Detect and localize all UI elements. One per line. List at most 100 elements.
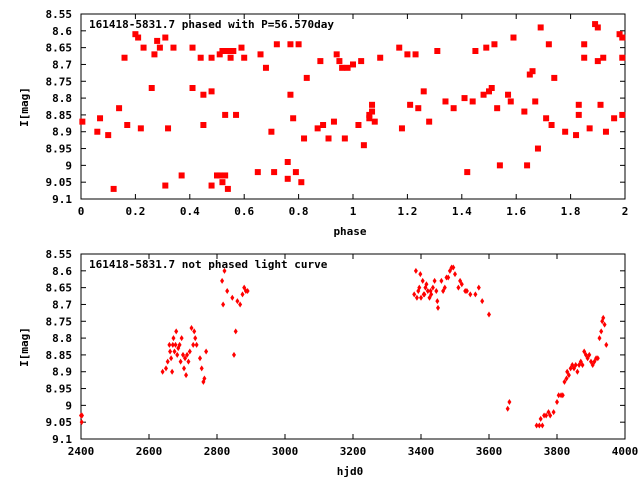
- unphased-plot-frame: [80, 253, 626, 440]
- data-point: [510, 34, 517, 41]
- data-point: [543, 115, 550, 122]
- data-point: [420, 88, 427, 95]
- data-point: [198, 355, 202, 362]
- data-point: [192, 328, 197, 335]
- data-point: [594, 58, 601, 65]
- y-tick-label: 9.05: [46, 176, 73, 189]
- data-point: [581, 54, 588, 61]
- data-point: [219, 179, 226, 186]
- data-point: [181, 351, 185, 358]
- data-point: [436, 304, 440, 311]
- data-point: [430, 284, 435, 291]
- y-tick-label: 8.55: [46, 8, 73, 21]
- data-point: [398, 125, 405, 132]
- data-point: [459, 281, 464, 288]
- data-point: [595, 355, 600, 362]
- data-point: [414, 294, 419, 301]
- data-point: [575, 101, 582, 108]
- y-tick-label: 8.8: [52, 332, 72, 345]
- data-point: [594, 24, 601, 31]
- data-point: [173, 341, 178, 348]
- data-point: [290, 115, 297, 122]
- data-point: [179, 335, 184, 342]
- data-point: [418, 271, 423, 278]
- data-point: [94, 128, 101, 135]
- data-point: [189, 325, 194, 331]
- data-point: [442, 98, 449, 105]
- data-point: [505, 405, 510, 412]
- data-point: [160, 368, 165, 375]
- x-tick-label: 1.8: [561, 205, 581, 218]
- data-point: [222, 172, 229, 179]
- data-point: [575, 368, 580, 375]
- unphased-plot-xlabel: hjd0: [337, 465, 364, 478]
- data-point: [191, 341, 196, 348]
- data-point: [172, 348, 177, 355]
- data-point: [124, 122, 131, 128]
- y-tick-label: 8.95: [46, 383, 73, 396]
- data-point: [420, 277, 425, 284]
- data-point: [544, 412, 549, 419]
- data-point: [298, 179, 305, 186]
- data-point: [238, 301, 243, 308]
- data-point: [174, 328, 179, 335]
- data-point: [432, 277, 437, 284]
- data-point: [301, 135, 308, 142]
- data-point: [417, 284, 422, 291]
- data-point: [164, 365, 168, 372]
- data-point: [464, 288, 469, 294]
- x-tick-label: 1.2: [397, 205, 417, 218]
- data-point: [507, 399, 512, 405]
- data-point: [476, 284, 481, 291]
- data-point: [137, 125, 144, 132]
- y-tick-label: 9: [65, 159, 72, 172]
- data-point: [154, 37, 161, 44]
- data-point: [79, 419, 84, 426]
- y-tick-label: 9: [65, 399, 72, 412]
- data-point: [486, 88, 492, 95]
- data-point: [472, 48, 479, 54]
- y-tick-label: 8.55: [46, 248, 73, 261]
- data-point: [599, 328, 604, 335]
- unphased-plot-points: [79, 264, 609, 429]
- data-point: [548, 122, 555, 128]
- data-point: [480, 91, 487, 98]
- data-point: [240, 291, 245, 298]
- data-point: [245, 288, 250, 294]
- y-tick-label: 9.05: [46, 416, 73, 429]
- data-point: [534, 422, 539, 429]
- data-point: [171, 335, 176, 342]
- data-point: [562, 378, 567, 385]
- data-point: [537, 24, 544, 31]
- data-point: [611, 115, 618, 122]
- data-point: [268, 128, 275, 135]
- data-point: [170, 368, 175, 375]
- data-point: [168, 348, 173, 355]
- x-tick-label: 0.8: [289, 205, 309, 218]
- data-point: [187, 348, 192, 355]
- data-point: [140, 44, 147, 51]
- data-point: [233, 328, 238, 335]
- data-point: [167, 341, 172, 348]
- data-point: [434, 288, 439, 294]
- data-point: [619, 111, 626, 118]
- x-tick-label: 3400: [408, 445, 435, 458]
- data-point: [314, 125, 321, 132]
- x-tick-label: 1: [350, 205, 357, 218]
- data-point: [197, 54, 204, 61]
- x-tick-label: 0: [78, 205, 85, 218]
- data-point: [548, 412, 553, 419]
- data-point: [483, 44, 490, 51]
- data-point: [202, 375, 207, 382]
- data-point: [227, 54, 234, 61]
- data-point: [602, 321, 607, 328]
- data-point: [208, 54, 215, 61]
- phased-plot-panel: 0 0.2 0.4 0.6 0.8 1 1.2 1.4 1.6 1.8 2 8.55 8.6 8.65 8.…: [18, 8, 628, 238]
- x-tick-label: 3200: [340, 445, 367, 458]
- data-point: [230, 48, 237, 54]
- x-tick-label: 0.6: [234, 205, 254, 218]
- data-point: [162, 34, 169, 41]
- data-point: [200, 91, 207, 98]
- data-point: [341, 135, 348, 142]
- data-point: [425, 288, 430, 294]
